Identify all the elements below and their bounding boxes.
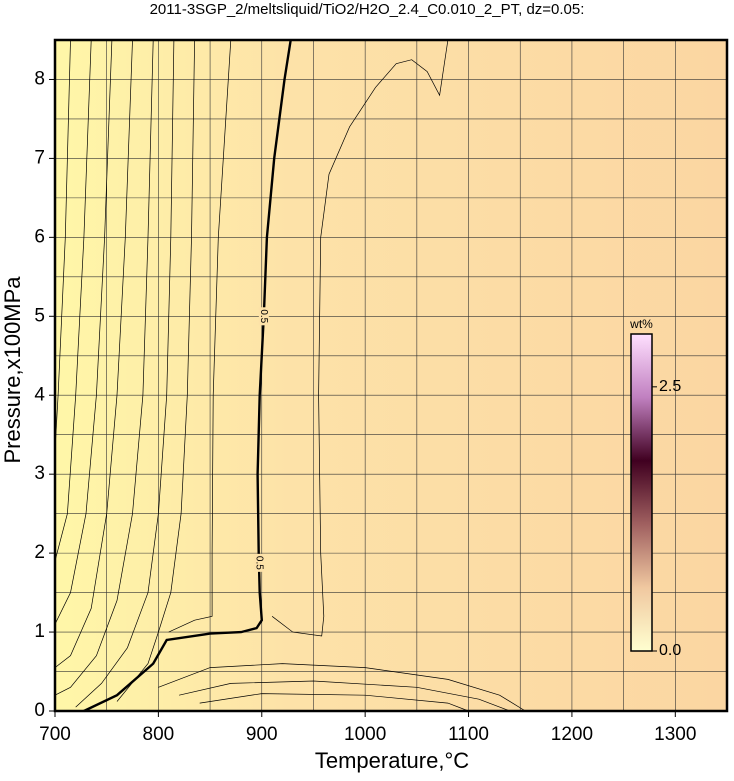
y-tick-label: 6 (34, 226, 45, 247)
chart-title: 2011-3SGP_2/meltsliquid/TiO2/H2O_2.4_C0.… (150, 1, 585, 18)
contour-line (271, 39, 449, 637)
x-tick-label: 800 (143, 724, 175, 745)
contour-line (199, 693, 469, 712)
y-tick-label: 8 (34, 68, 45, 89)
contour-line (116, 39, 195, 702)
y-tick-label: 5 (34, 305, 45, 326)
contour-line (179, 680, 511, 712)
contour-line (54, 39, 92, 562)
x-tick-label: 1100 (448, 724, 489, 745)
y-tick-label: 1 (34, 621, 45, 642)
contour-line (54, 39, 133, 668)
y-tick-label: 0 (34, 700, 45, 721)
contour-line (83, 39, 292, 713)
colorbar (630, 333, 653, 652)
y-axis-label: Pressure,x100MPa (0, 276, 25, 464)
contour-line (54, 39, 154, 696)
colorbar-tick-label: 2.5 (659, 378, 681, 395)
x-tick-label: 700 (39, 724, 71, 745)
contour-label-bg (254, 553, 265, 572)
colorbar-label: wt% (629, 317, 653, 331)
contour-line (75, 39, 175, 708)
colorbar-tick-label: 0.0 (659, 642, 681, 659)
contour-line (54, 39, 71, 451)
x-tick-label: 1300 (654, 724, 696, 745)
contour-label-bg (258, 307, 269, 326)
contour-line (54, 39, 113, 625)
contour-label: 0.5 (254, 556, 265, 570)
x-tick-label: 1000 (344, 724, 386, 745)
x-tick-label: 1200 (551, 724, 593, 745)
x-tick-label: 900 (246, 724, 278, 745)
y-tick-label: 7 (34, 147, 45, 168)
y-tick-label: 3 (34, 463, 45, 484)
contour-line (168, 39, 232, 633)
contour-line (158, 663, 526, 712)
plot-frame (53, 38, 729, 713)
plot-background (55, 40, 727, 711)
x-axis-label: Temperature,°C (315, 748, 469, 773)
y-tick-label: 4 (34, 384, 45, 405)
contour-label: 0.5 (258, 309, 269, 323)
y-tick-label: 2 (34, 542, 45, 563)
